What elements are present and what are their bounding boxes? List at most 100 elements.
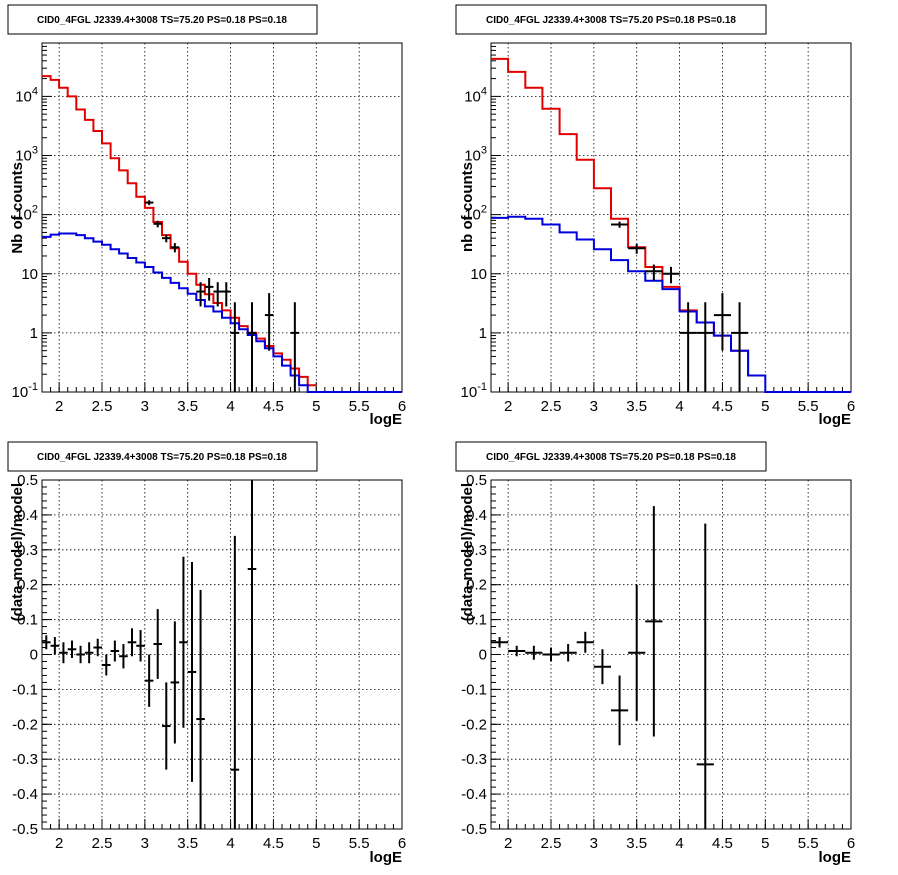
- data-point: [230, 535, 240, 829]
- x-tick-label: 3: [590, 835, 598, 852]
- data-point: [42, 635, 51, 650]
- x-tick-label: 3.5: [177, 398, 198, 415]
- y-tick-label: -0.4: [461, 786, 487, 803]
- pad-residuals-coarse: CID0_4FGL J2339.4+3008 TS=75.20 PS=0.18 …: [455, 441, 855, 866]
- y-tick-label: 0: [30, 647, 38, 664]
- title-box: [7, 441, 318, 472]
- plot-title: CID0_4FGL J2339.4+3008 TS=75.20 PS=0.18 …: [486, 15, 736, 26]
- x-tick-label: 6: [847, 835, 855, 852]
- x-tick-label: 5.5: [349, 398, 370, 415]
- title-box: [7, 4, 318, 35]
- x-axis-label: logE: [819, 411, 852, 428]
- x-tick-label: 3.5: [626, 835, 647, 852]
- x-tick-label: 2.5: [541, 835, 562, 852]
- data-point: [542, 647, 560, 662]
- x-tick-label: 5: [312, 398, 320, 415]
- x-tick-label: 2.5: [92, 398, 113, 415]
- data-point: [136, 630, 145, 662]
- y-tick-label: 10-1: [461, 381, 487, 401]
- data-point: [102, 654, 111, 676]
- x-tick-label: 3: [590, 398, 598, 415]
- x-tick-label: 2.5: [541, 398, 562, 415]
- y-tick-label: 0.5: [466, 472, 487, 489]
- data-point: [93, 638, 102, 657]
- x-tick-label: 5.5: [798, 398, 819, 415]
- title-box: [455, 441, 767, 472]
- y-tick-label: 0.1: [466, 612, 487, 629]
- data-point: [290, 302, 300, 392]
- x-tick-label: 4.5: [712, 835, 733, 852]
- y-tick-label: 103: [15, 145, 38, 165]
- y-tick-label: 104: [15, 85, 38, 105]
- x-tick-label: 4: [226, 398, 234, 415]
- data-point: [576, 631, 594, 653]
- data-point: [559, 644, 577, 662]
- data-point: [491, 637, 509, 648]
- y-tick-label: -0.1: [461, 681, 487, 698]
- y-tick-label: 10-1: [12, 381, 38, 401]
- x-tick-label: 4.5: [263, 398, 284, 415]
- y-tick-label: 104: [464, 85, 487, 105]
- y-tick-label: 0.2: [466, 577, 487, 594]
- data-point: [59, 642, 68, 664]
- y-tick-label: 1: [30, 325, 38, 342]
- x-axis-label: logE: [370, 849, 403, 866]
- data-point: [525, 645, 543, 660]
- x-tick-label: 2: [55, 398, 63, 415]
- y-tick-label: 0.5: [17, 472, 38, 489]
- plot-title: CID0_4FGL J2339.4+3008 TS=75.20 PS=0.18 …: [486, 452, 736, 463]
- y-axis-label: nb of counts: [459, 162, 476, 252]
- data-point: [196, 589, 205, 829]
- x-tick-label: 2: [504, 398, 512, 415]
- y-tick-label: -0.4: [12, 786, 38, 803]
- y-tick-label: 0.2: [17, 577, 38, 594]
- data-point: [611, 675, 629, 746]
- data-point: [611, 221, 629, 228]
- y-tick-label: 0.3: [17, 542, 38, 559]
- data-point: [84, 642, 94, 664]
- data-point: [230, 302, 240, 392]
- data-point: [144, 654, 154, 707]
- data-point: [645, 264, 663, 281]
- model-total-step-line: [42, 75, 317, 387]
- data-point: [162, 682, 171, 770]
- x-tick-label: 6: [398, 398, 406, 415]
- data-point: [187, 562, 197, 782]
- y-tick-label: -0.5: [461, 821, 487, 838]
- data-point: [153, 220, 162, 228]
- model-component-step-line: [491, 215, 851, 393]
- plot-title: CID0_4FGL J2339.4+3008 TS=75.20 PS=0.18 …: [37, 15, 287, 26]
- y-tick-label: 10: [21, 266, 38, 283]
- data-point: [713, 293, 731, 351]
- data-point: [628, 584, 646, 721]
- data-point: [264, 293, 274, 351]
- x-tick-label: 6: [847, 398, 855, 415]
- x-tick-label: 5: [761, 398, 769, 415]
- x-tick-label: 3: [141, 398, 149, 415]
- x-tick-label: 4.5: [263, 835, 284, 852]
- plot-title: CID0_4FGL J2339.4+3008 TS=75.20 PS=0.18 …: [37, 452, 287, 463]
- y-tick-label: -0.1: [12, 681, 38, 698]
- model-component-step-line: [42, 232, 402, 393]
- data-point: [179, 556, 188, 728]
- data-point: [196, 282, 205, 307]
- y-tick-label: 0.1: [17, 612, 38, 629]
- data-point: [110, 640, 120, 662]
- data-point: [170, 243, 180, 253]
- data-point: [213, 282, 222, 307]
- x-tick-label: 5: [761, 835, 769, 852]
- pad-counts-fine: CID0_4FGL J2339.4+3008 TS=75.20 PS=0.18 …: [7, 4, 406, 428]
- y-tick-label: 0.4: [466, 507, 487, 524]
- x-axis-label: logE: [819, 849, 852, 866]
- y-tick-label: -0.3: [461, 751, 487, 768]
- data-point: [144, 200, 154, 206]
- x-tick-label: 2: [504, 835, 512, 852]
- x-tick-label: 5: [312, 835, 320, 852]
- x-tick-label: 3.5: [177, 835, 198, 852]
- data-point: [170, 621, 180, 744]
- x-tick-label: 3: [141, 835, 149, 852]
- x-tick-label: 3.5: [626, 398, 647, 415]
- x-tick-label: 4: [675, 835, 683, 852]
- y-tick-label: -0.5: [12, 821, 38, 838]
